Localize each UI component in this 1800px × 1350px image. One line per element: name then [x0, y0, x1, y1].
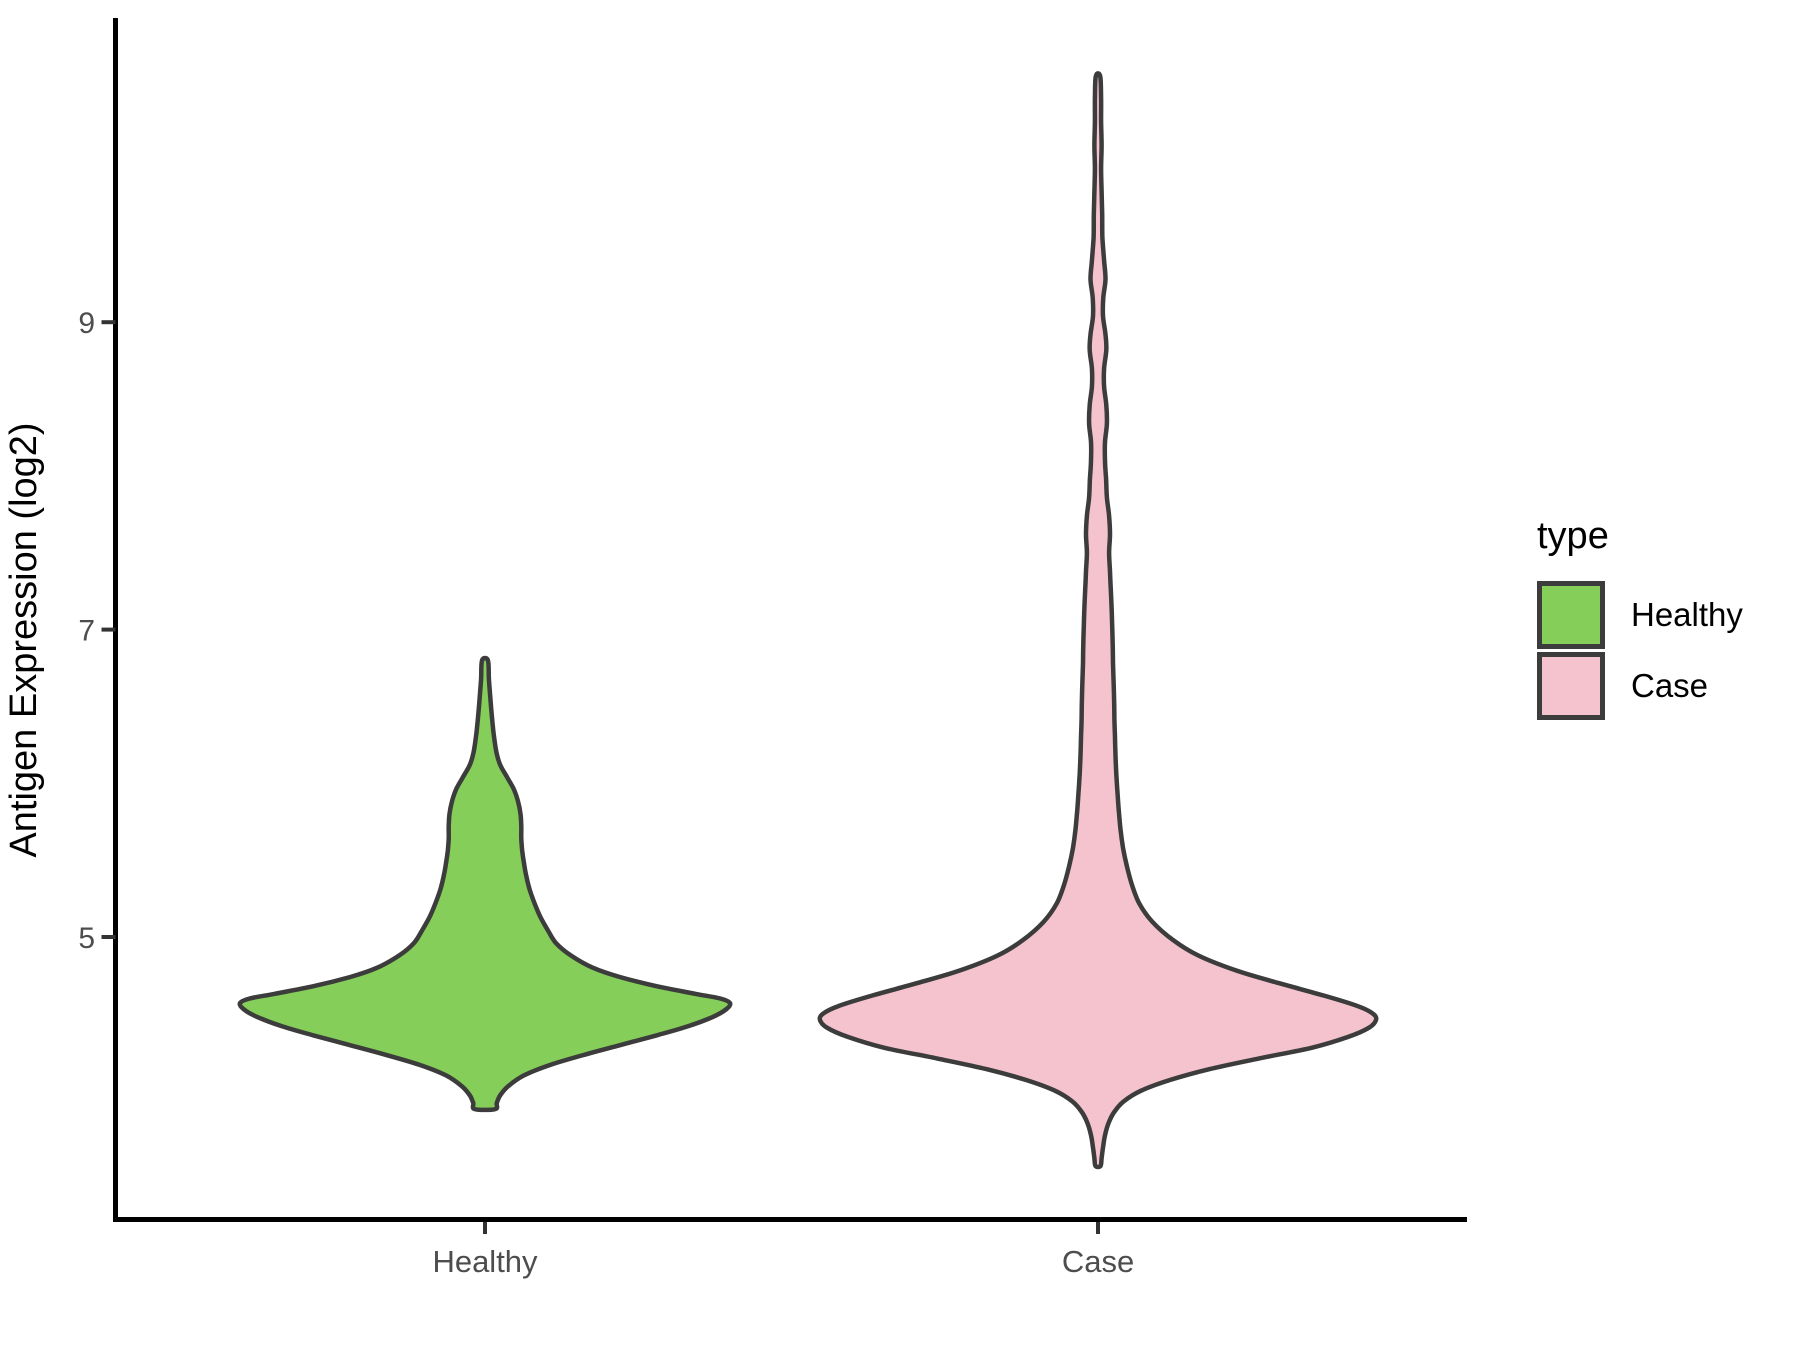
x-category-label-healthy: Healthy — [432, 1244, 538, 1279]
legend-swatch-case — [1537, 652, 1605, 720]
legend: type Healthy Case — [1537, 514, 1743, 723]
x-category-label-case: Case — [1062, 1244, 1134, 1279]
violin-healthy — [237, 655, 733, 1113]
legend-label-case: Case — [1631, 667, 1709, 704]
y-axis-title: Antigen Expression (log2) — [3, 422, 45, 857]
legend-swatch-healthy — [1537, 581, 1605, 649]
y-tick-label: 7 — [78, 615, 95, 648]
legend-item-case: Case — [1537, 652, 1743, 720]
legend-item-healthy: Healthy — [1537, 581, 1743, 649]
legend-label-healthy: Healthy — [1631, 596, 1743, 633]
y-tick-label: 5 — [78, 922, 95, 955]
y-tick-label: 9 — [78, 307, 95, 340]
legend-title: type — [1537, 515, 1609, 557]
violin-case — [817, 71, 1379, 1170]
